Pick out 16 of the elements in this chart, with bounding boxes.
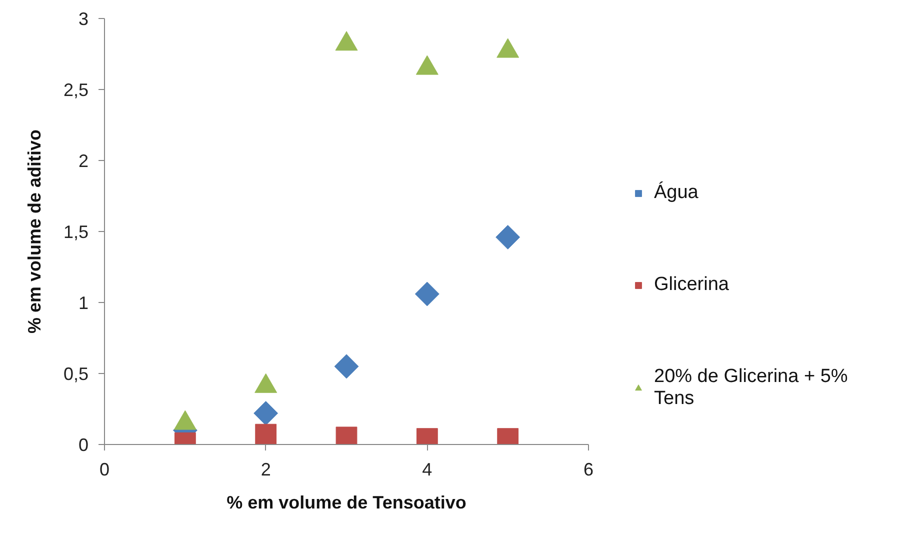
- x-tick-label: 0: [99, 460, 110, 480]
- y-axis-title: % em volume de aditivo: [24, 129, 44, 334]
- y-tick-label: 3: [78, 9, 89, 29]
- x-tick-label: 4: [422, 460, 432, 480]
- y-tick-label: 2,5: [63, 80, 89, 100]
- x-tick-label: 2: [260, 460, 271, 480]
- x-tick-label: 6: [583, 460, 594, 480]
- y-tick-label: 0: [78, 435, 89, 455]
- x-axis-title: % em volume de Tensoativo: [226, 492, 466, 512]
- legend-label: Glicerina: [654, 274, 730, 296]
- y-tick-label: 1: [78, 293, 89, 313]
- y-tick-label: 2: [78, 151, 89, 171]
- legend-label: 20% de Glicerina + 5% Tens: [654, 366, 849, 410]
- legend-label: Água: [654, 182, 700, 204]
- y-tick-label: 1,5: [63, 222, 89, 242]
- y-tick-label: 0,5: [63, 364, 89, 384]
